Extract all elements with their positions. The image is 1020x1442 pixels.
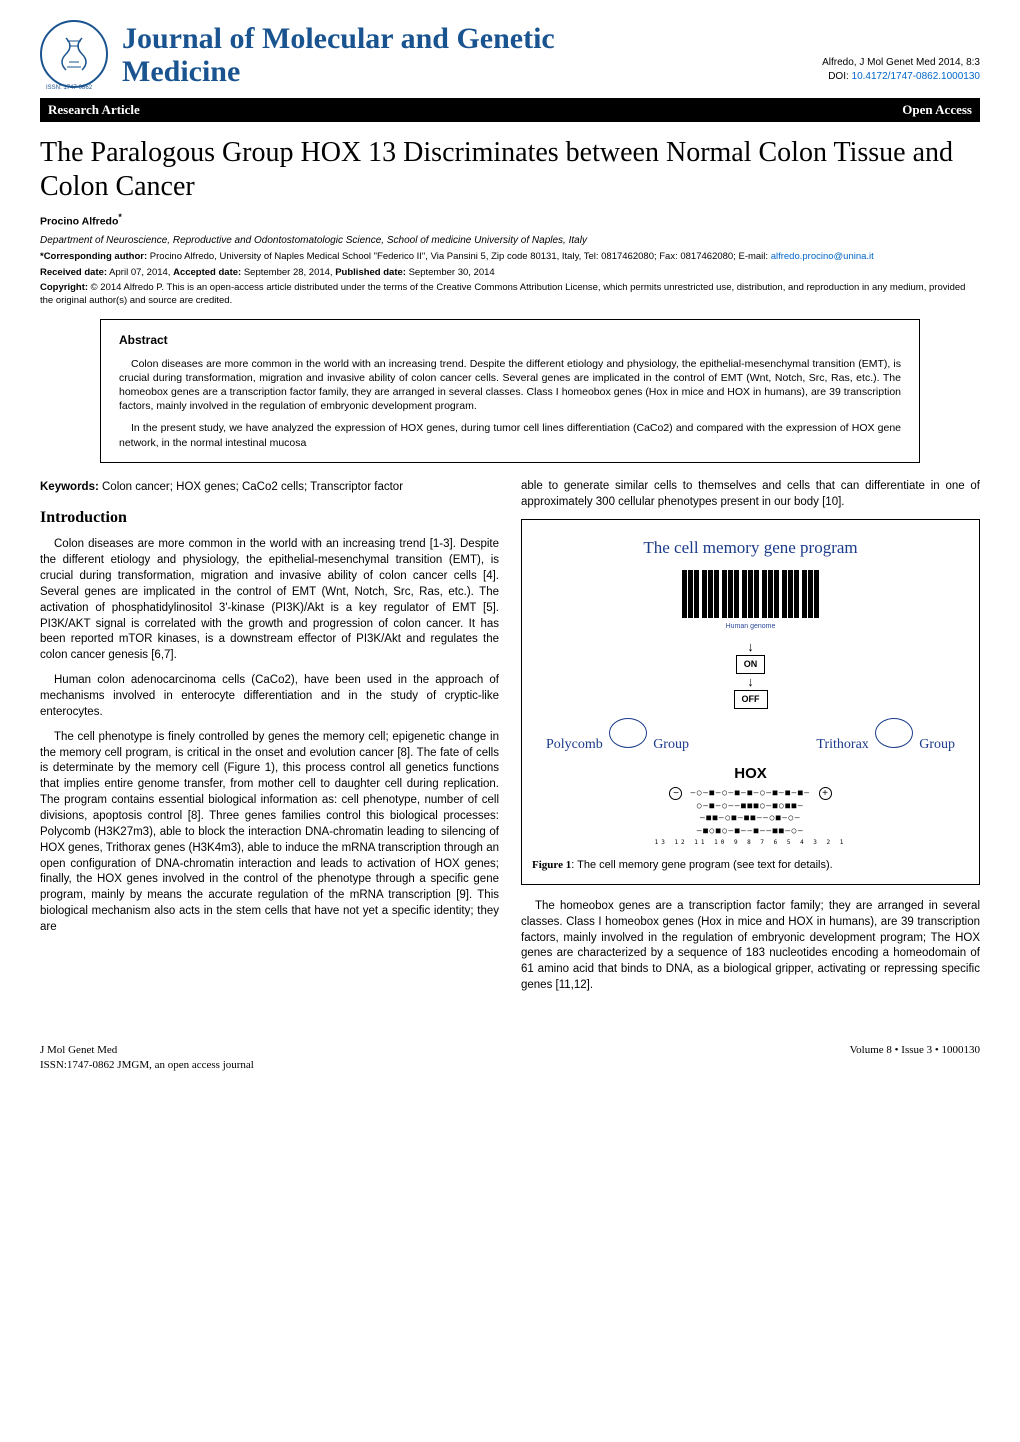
figure-1-box: The cell memory gene program Human genom… bbox=[521, 519, 980, 884]
plus-icon: + bbox=[819, 787, 832, 800]
dates: Received date: April 07, 2014, Accepted … bbox=[40, 266, 980, 279]
citation: Alfredo, J Mol Genet Med 2014, 8:3 bbox=[822, 56, 980, 70]
hox-numbers: 13 12 11 10 9 8 7 6 5 4 3 2 1 bbox=[532, 838, 969, 848]
footer-journal-abbrev: J Mol Genet Med bbox=[40, 1043, 254, 1058]
abstract-heading: Abstract bbox=[119, 332, 901, 349]
hox-row-1: − —○—■—○—■—■—○—■—■—■— + bbox=[532, 787, 969, 800]
corresponding-text: Procino Alfredo, University of Naples Me… bbox=[147, 251, 771, 262]
corresponding-label: *Corresponding author: bbox=[40, 251, 147, 262]
figure-1-diagram: The cell memory gene program Human genom… bbox=[532, 530, 969, 850]
keywords: Keywords: Colon cancer; HOX genes; CaCo2… bbox=[40, 479, 499, 495]
received-date: April 07, 2014, bbox=[107, 267, 173, 278]
article-title: The Paralogous Group HOX 13 Discriminate… bbox=[40, 136, 980, 203]
received-label: Received date: bbox=[40, 267, 107, 278]
hox-line-1: —○—■—○—■—■—○—■—■—■— bbox=[690, 787, 810, 800]
figure-1-caption: Figure 1: The cell memory gene program (… bbox=[532, 858, 969, 873]
figure-1-caption-text: : The cell memory gene program (see text… bbox=[571, 859, 832, 871]
accepted-date: September 28, 2014, bbox=[241, 267, 335, 278]
author-sup: * bbox=[118, 212, 121, 222]
trithorax-icon bbox=[875, 718, 913, 748]
on-box: ON bbox=[736, 655, 766, 674]
doi-link[interactable]: 10.4172/1747-0862.1000130 bbox=[852, 71, 980, 82]
hox-label: HOX bbox=[532, 763, 969, 784]
col2-p2: The homeobox genes are a transcription f… bbox=[521, 899, 980, 994]
arrow-down-icon: ↓ bbox=[747, 642, 754, 652]
affiliation: Department of Neuroscience, Reproductive… bbox=[40, 234, 980, 248]
author-text: Procino Alfredo bbox=[40, 216, 118, 228]
genome-label: Human genome bbox=[726, 622, 776, 632]
abstract-box: Abstract Colon diseases are more common … bbox=[100, 319, 920, 463]
keywords-text: Colon cancer; HOX genes; CaCo2 cells; Tr… bbox=[99, 481, 403, 493]
copyright: Copyright: © 2014 Alfredo P. This is an … bbox=[40, 282, 980, 307]
abstract-p2: In the present study, we have analyzed t… bbox=[119, 421, 901, 449]
footer: J Mol Genet Med ISSN:1747-0862 JMGM, an … bbox=[40, 1043, 980, 1074]
corresponding-author: *Corresponding author: Procino Alfredo, … bbox=[40, 251, 980, 263]
right-column: able to generate similar cells to themse… bbox=[521, 479, 980, 1003]
article-type-bar: Research Article Open Access bbox=[40, 98, 980, 122]
footer-left: J Mol Genet Med ISSN:1747-0862 JMGM, an … bbox=[40, 1043, 254, 1074]
group-label-1: Group bbox=[653, 737, 689, 752]
minus-icon: − bbox=[669, 787, 682, 800]
col2-p1: able to generate similar cells to themse… bbox=[521, 479, 980, 511]
genome-bars-icon bbox=[682, 570, 819, 618]
published-date: September 30, 2014 bbox=[406, 267, 495, 278]
polycomb-group: Polycomb Group bbox=[546, 718, 689, 755]
doi-line: DOI: 10.4172/1747-0862.1000130 bbox=[822, 70, 980, 84]
polycomb-icon bbox=[609, 718, 647, 748]
two-column-layout: Keywords: Colon cancer; HOX genes; CaCo2… bbox=[40, 479, 980, 1003]
journal-title: Journal of Molecular and Genetic Medicin… bbox=[122, 22, 642, 88]
accepted-label: Accepted date: bbox=[173, 267, 241, 278]
abstract-p1: Colon diseases are more common in the wo… bbox=[119, 357, 901, 414]
diagram-middle: Polycomb Group Trithorax Group bbox=[532, 718, 969, 755]
published-label: Published date: bbox=[335, 267, 406, 278]
article-type: Research Article bbox=[48, 101, 140, 119]
hox-section: HOX − —○—■—○—■—■—○—■—■—■— + ○—■—○——■■■○—… bbox=[532, 763, 969, 848]
author-name: Procino Alfredo* bbox=[40, 211, 980, 229]
polycomb-label: Polycomb bbox=[546, 737, 603, 752]
figure-1-caption-label: Figure 1 bbox=[532, 859, 571, 871]
hox-line-3: —■■—○■—■■——○■—○— bbox=[532, 812, 969, 825]
doi-prefix: DOI: bbox=[828, 71, 851, 82]
keywords-label: Keywords: bbox=[40, 481, 99, 493]
trithorax-label: Trithorax bbox=[816, 737, 868, 752]
header: ISSN: 1747-0862 Journal of Molecular and… bbox=[40, 20, 980, 90]
group-label-2: Group bbox=[919, 737, 955, 752]
dna-helix-icon bbox=[54, 34, 94, 74]
hox-line-2: ○—■—○——■■■○—■○■■— bbox=[532, 800, 969, 813]
corresponding-email[interactable]: alfredo.procino@unina.it bbox=[771, 251, 874, 262]
footer-issn: ISSN:1747-0862 JMGM, an open access jour… bbox=[40, 1058, 254, 1073]
intro-p2: Human colon adenocarcinoma cells (CaCo2)… bbox=[40, 673, 499, 721]
header-left: ISSN: 1747-0862 Journal of Molecular and… bbox=[40, 20, 642, 90]
copyright-text: © 2014 Alfredo P. This is an open-access… bbox=[40, 282, 965, 305]
off-box: OFF bbox=[734, 690, 768, 709]
arrow-down-icon: ↓ bbox=[747, 677, 754, 687]
copyright-label: Copyright: bbox=[40, 282, 88, 293]
hox-line-4: —■○■○—■——■——■■—○— bbox=[532, 825, 969, 838]
logo-issn: ISSN: 1747-0862 bbox=[46, 84, 92, 92]
intro-p3: The cell phenotype is finely controlled … bbox=[40, 730, 499, 936]
figure-1-title: The cell memory gene program bbox=[643, 536, 857, 560]
footer-right: Volume 8 • Issue 3 • 1000130 bbox=[850, 1043, 980, 1074]
intro-p1: Colon diseases are more common in the wo… bbox=[40, 537, 499, 664]
left-column: Keywords: Colon cancer; HOX genes; CaCo2… bbox=[40, 479, 499, 1003]
open-access-label: Open Access bbox=[902, 101, 972, 119]
journal-logo: ISSN: 1747-0862 bbox=[40, 20, 110, 90]
header-right: Alfredo, J Mol Genet Med 2014, 8:3 DOI: … bbox=[822, 20, 980, 84]
intro-heading: Introduction bbox=[40, 507, 499, 529]
trithorax-group: Trithorax Group bbox=[816, 718, 955, 755]
